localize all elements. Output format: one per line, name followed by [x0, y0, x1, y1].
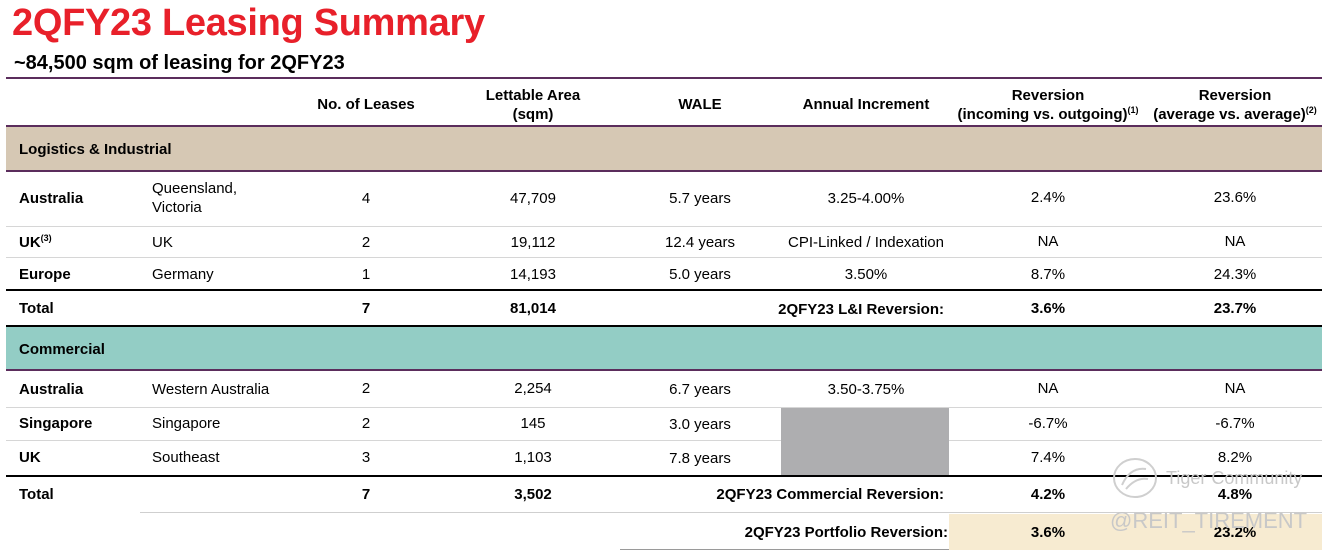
section-label-li: Logistics & Industrial [19, 141, 172, 158]
total-bottom-rule [140, 512, 1322, 513]
total-label: Total [19, 486, 54, 503]
row-area: 19,112 [510, 234, 556, 251]
col-header-area: Lettable Area (sqm) [485, 87, 581, 123]
page-title: 2QFY23 Leasing Summary [12, 2, 485, 44]
row-location: Southeast [152, 449, 220, 466]
row-location: Queensland, Victoria [152, 180, 238, 216]
section-band-li [6, 127, 1322, 170]
row-leases: 1 [361, 266, 371, 283]
row-divider [949, 440, 1322, 441]
total-area: 81,014 [510, 300, 556, 317]
col-header-increment: Annual Increment [802, 96, 930, 113]
section-band-commercial [6, 327, 1322, 369]
row-wale: 5.7 years [669, 190, 731, 207]
section-rule [6, 170, 1322, 172]
row-country: UK(3) [19, 233, 52, 252]
row-divider [6, 440, 781, 441]
row-reversion-average: 24.3% [1213, 266, 1257, 283]
watermark-text: Tiger Community [1166, 468, 1303, 488]
portfolio-underline [620, 549, 949, 550]
col-header-reversion-incoming: Reversion (incoming vs. outgoing)(1) [957, 87, 1139, 123]
row-wale: 7.8 years [669, 450, 731, 467]
section-rule [6, 369, 1322, 371]
row-country: UK [19, 449, 41, 466]
total-top-rule [6, 289, 1322, 291]
row-reversion-incoming: NA [1037, 380, 1059, 397]
row-reversion-incoming: -6.7% [1028, 415, 1068, 432]
row-location: Germany [152, 266, 214, 283]
row-leases: 2 [361, 380, 371, 397]
row-wale: 3.0 years [669, 416, 731, 433]
row-area: 47,709 [510, 190, 556, 207]
total-area: 3,502 [514, 486, 552, 503]
row-wale: 6.7 years [669, 381, 731, 398]
tiger-logo-icon [1113, 458, 1157, 498]
row-leases: 3 [361, 449, 371, 466]
header-bottom-rule [6, 125, 1322, 127]
col-header-wale: WALE [678, 96, 722, 113]
total-reversion-average: 4.8% [1217, 486, 1253, 503]
row-divider [6, 407, 1322, 408]
row-reversion-average: 8.2% [1217, 449, 1253, 466]
row-reversion-incoming: NA [1037, 233, 1059, 250]
row-country: Australia [19, 381, 84, 398]
row-increment: 3.25-4.00% [827, 190, 905, 207]
total-label: Total [19, 300, 54, 317]
row-area: 14,193 [510, 266, 556, 283]
portfolio-reversion-average: 23.2% [1213, 524, 1257, 541]
col-header-leases: No. of Leases [317, 96, 415, 113]
row-wale: 5.0 years [669, 266, 731, 283]
portfolio-highlight [949, 514, 1322, 550]
page-subtitle: ~84,500 sqm of leasing for 2QFY23 [14, 52, 345, 74]
row-reversion-incoming: 2.4% [1030, 189, 1066, 206]
total-reversion-label: 2QFY23 Commercial Reversion: [716, 486, 944, 503]
row-increment: 3.50-3.75% [827, 381, 905, 398]
row-leases: 2 [361, 415, 371, 432]
header-top-rule [6, 77, 1322, 79]
row-reversion-average: NA [1224, 380, 1246, 397]
row-increment: 3.50% [844, 266, 888, 283]
row-country: Europe [19, 266, 71, 283]
total-reversion-label: 2QFY23 L&I Reversion: [778, 301, 944, 318]
row-reversion-average: -6.7% [1215, 415, 1255, 432]
row-location: Singapore [152, 415, 221, 432]
row-divider [6, 257, 1322, 258]
increment-not-applicable-block [781, 408, 949, 476]
row-reversion-average: NA [1224, 233, 1246, 250]
total-reversion-incoming: 3.6% [1030, 300, 1066, 317]
total-bottom-rule [6, 325, 1322, 327]
col-header-reversion-average: Reversion (average vs. average)(2) [1153, 87, 1317, 123]
row-area: 2,254 [514, 380, 552, 397]
row-area: 145 [520, 415, 546, 432]
row-reversion-incoming: 8.7% [1030, 266, 1066, 283]
row-reversion-incoming: 7.4% [1030, 449, 1066, 466]
row-leases: 4 [361, 190, 371, 207]
row-divider [6, 226, 1322, 227]
total-reversion-average: 23.7% [1213, 300, 1257, 317]
row-location: UK [152, 234, 173, 251]
row-location: Western Australia [152, 381, 270, 398]
row-area: 1,103 [514, 449, 552, 466]
row-leases: 2 [361, 234, 371, 251]
total-leases: 7 [361, 486, 371, 503]
watermark-handle: @REIT_TIREMENT [1110, 508, 1308, 533]
row-wale: 12.4 years [664, 234, 736, 251]
row-country: Australia [19, 190, 84, 207]
section-label-commercial: Commercial [19, 341, 105, 358]
row-increment: CPI-Linked / Indexation [788, 234, 944, 251]
total-reversion-incoming: 4.2% [1030, 486, 1066, 503]
portfolio-reversion-label: 2QFY23 Portfolio Reversion: [744, 524, 948, 541]
total-leases: 7 [361, 300, 371, 317]
row-reversion-average: 23.6% [1213, 189, 1257, 206]
portfolio-reversion-incoming: 3.6% [1030, 524, 1066, 541]
row-country: Singapore [19, 415, 93, 432]
total-top-rule [6, 475, 1322, 477]
